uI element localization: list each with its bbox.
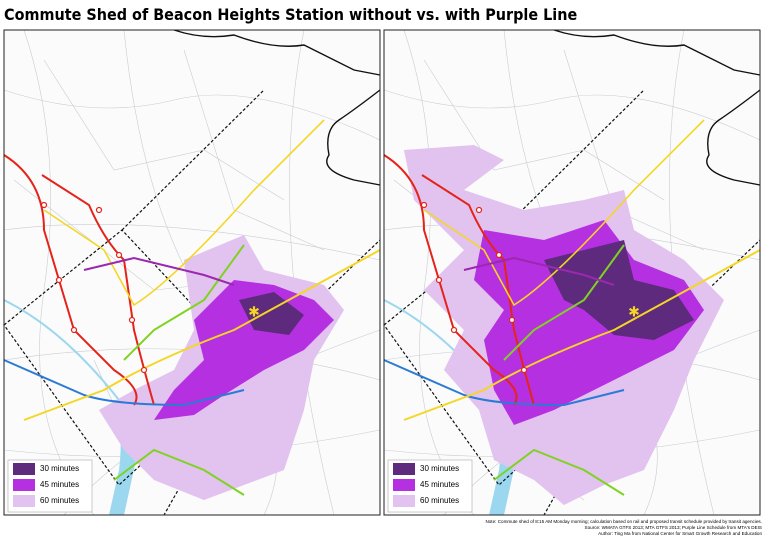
legend-label: 60 minutes xyxy=(420,496,459,505)
notes: Note: Commute shed of 8:15 AM Monday mor… xyxy=(485,519,762,536)
title: Commute Shed of Beacon Heights Station w… xyxy=(4,5,577,24)
note-line: Note: Commute shed of 8:15 AM Monday mor… xyxy=(485,519,762,524)
panel-with: ✱ 30 minutes 45 minutes 60 minutes xyxy=(383,29,761,516)
legend-swatch xyxy=(393,479,415,491)
legend-label: 30 minutes xyxy=(40,464,79,473)
shed-45 xyxy=(474,220,704,425)
legend-swatch xyxy=(13,495,35,507)
legend: 30 minutes 45 minutes 60 minutes xyxy=(7,459,93,513)
note-line: Source: WMATA GTFS 2013; MTA GTFS 2013; … xyxy=(585,525,762,530)
legend-swatch xyxy=(393,463,415,475)
panel-frame xyxy=(3,29,381,516)
purple-line xyxy=(463,256,615,286)
panel-without: ✱ 30 minutes 45 minutes 60 minutes xyxy=(3,29,381,516)
legend-label: 45 minutes xyxy=(40,480,79,489)
legend-label: 30 minutes xyxy=(420,464,459,473)
purple-line xyxy=(83,256,235,286)
shed-30 xyxy=(239,292,304,335)
legend-swatch xyxy=(13,463,35,475)
note-line: Author: Ting Ma from National Center for… xyxy=(598,531,762,536)
station-star: ✱ xyxy=(248,304,260,320)
legend-label: 60 minutes xyxy=(40,496,79,505)
panel-frame xyxy=(383,29,761,516)
station-star: ✱ xyxy=(628,304,640,320)
legend-swatch xyxy=(393,495,415,507)
legend: 30 minutes 45 minutes 60 minutes xyxy=(387,459,473,513)
shed-30 xyxy=(544,240,694,340)
legend-swatch xyxy=(13,479,35,491)
legend-label: 45 minutes xyxy=(420,480,459,489)
